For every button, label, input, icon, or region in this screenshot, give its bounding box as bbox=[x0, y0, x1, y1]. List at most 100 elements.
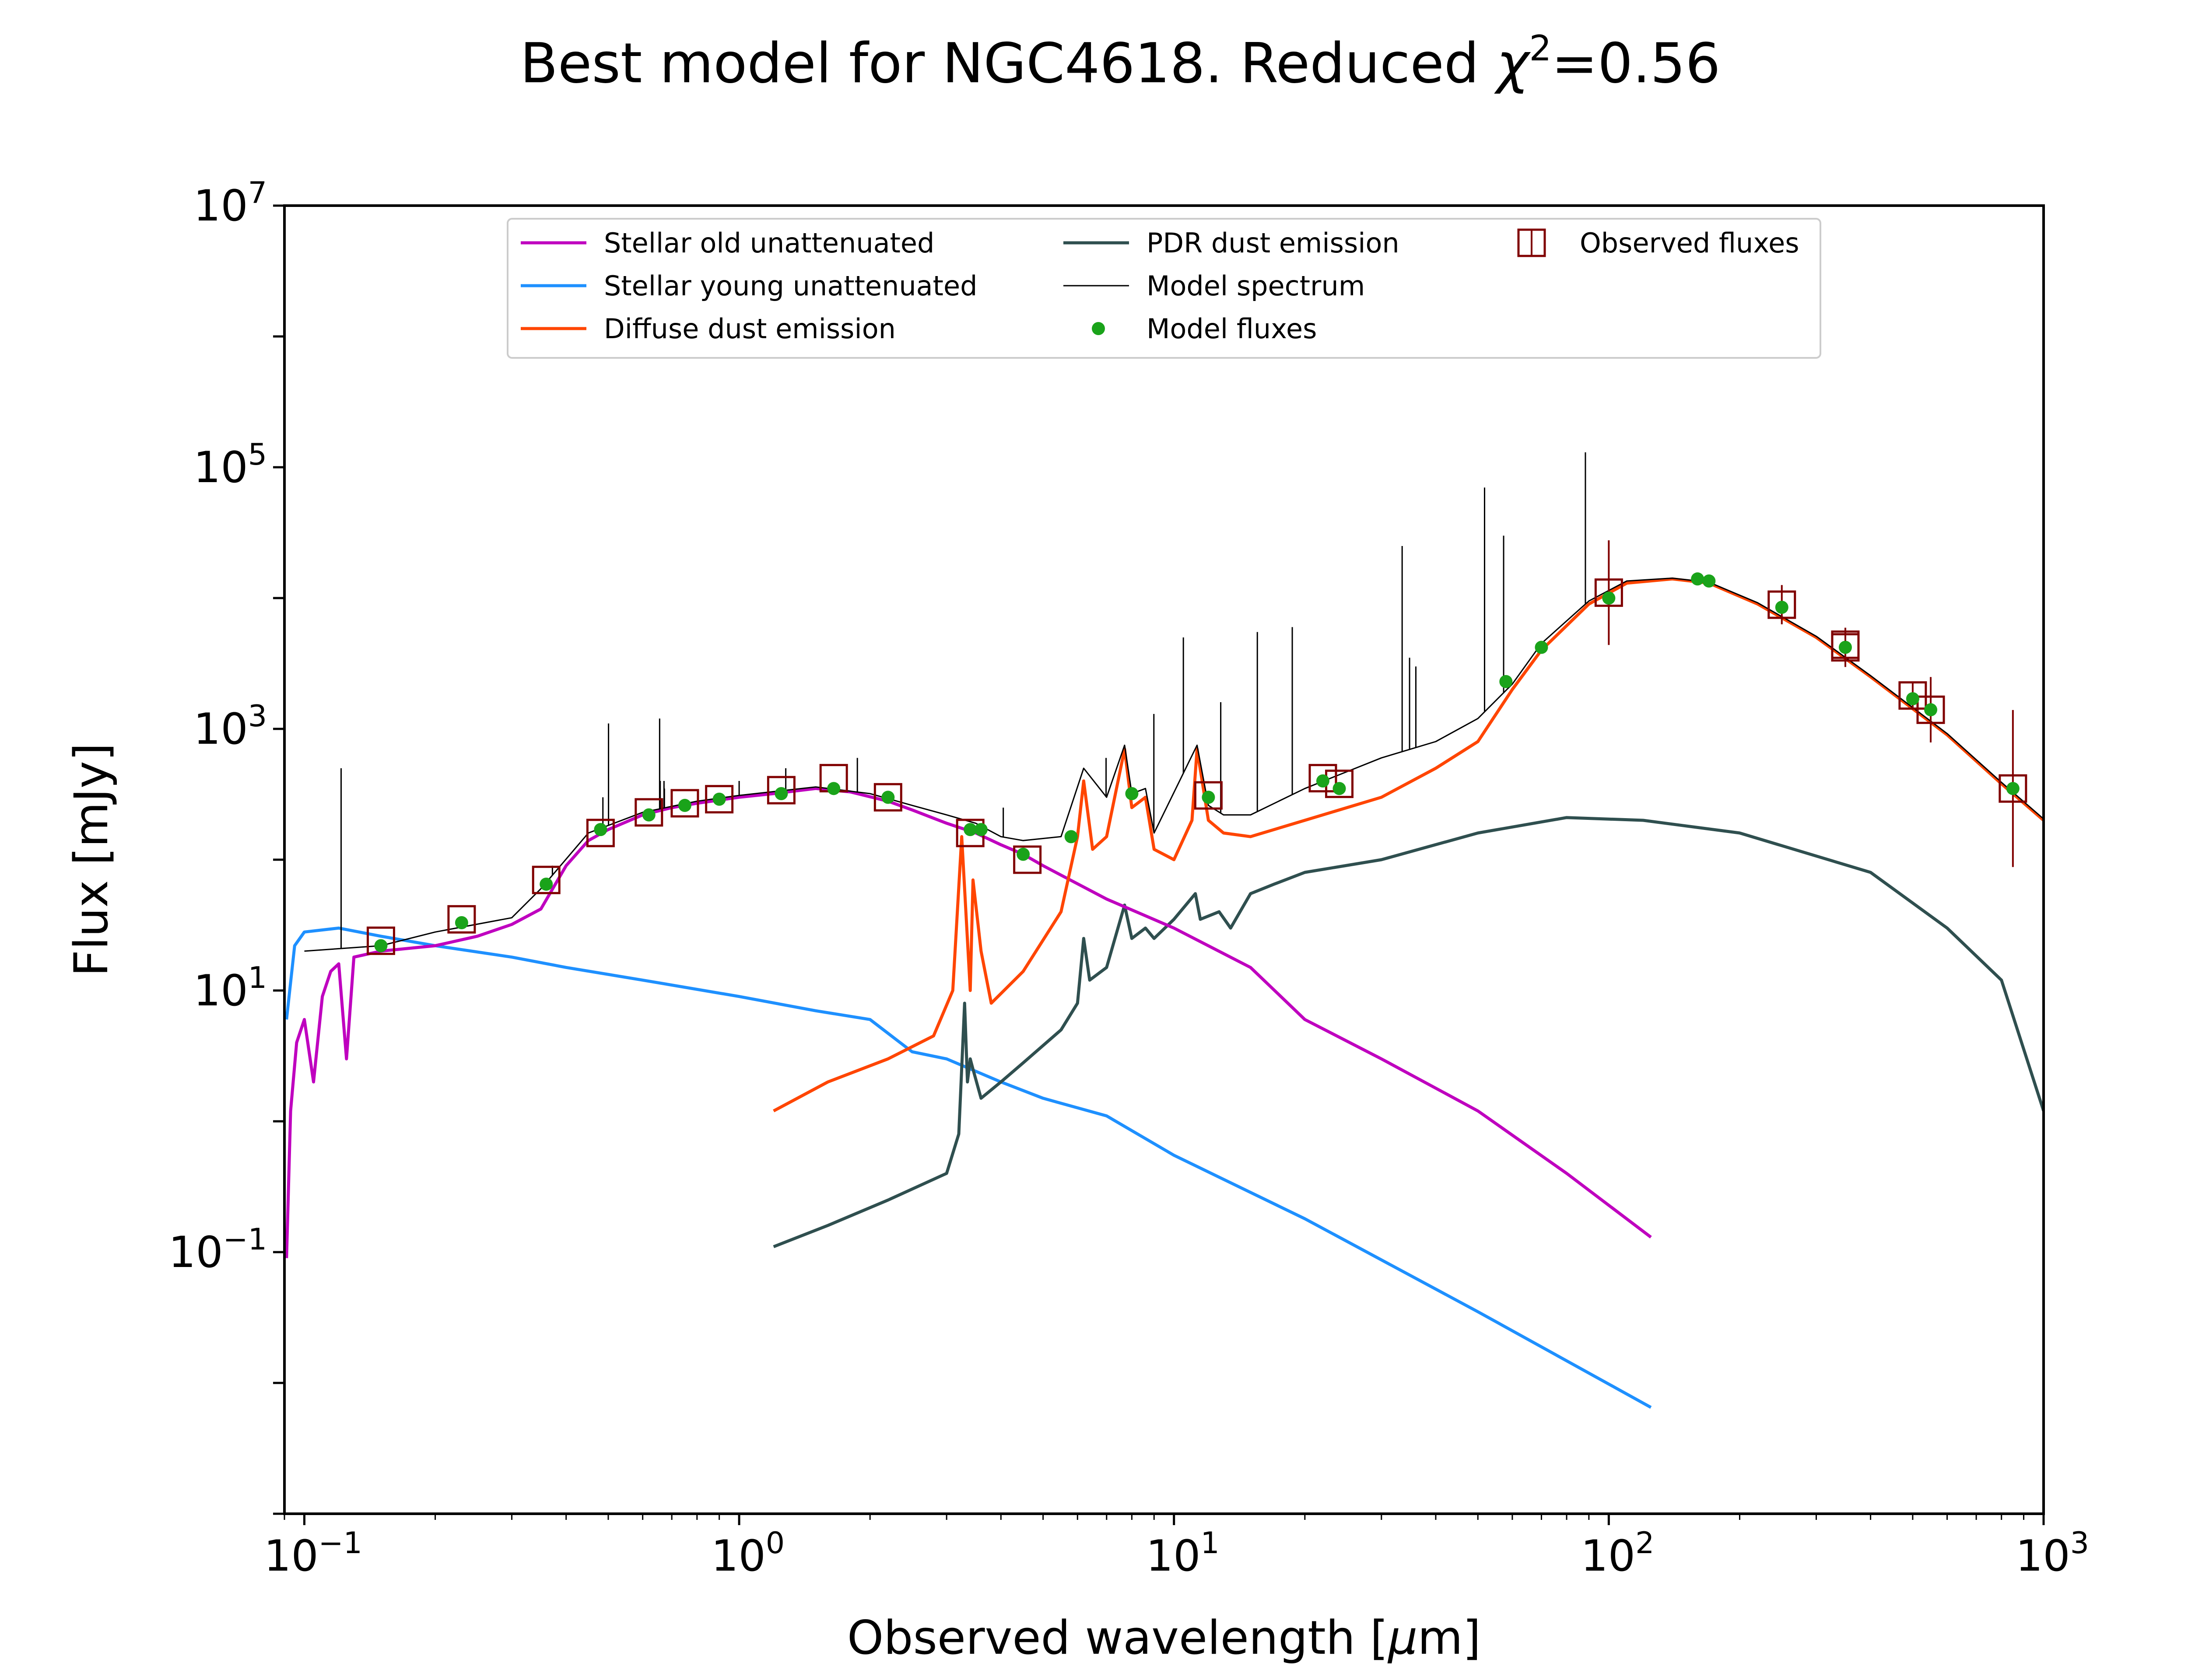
model-flux-point bbox=[678, 798, 691, 812]
legend-item-pdr-dust-emission: PDR dust emission bbox=[1063, 227, 1399, 259]
x-axis-label: Observed wavelength [μm] bbox=[847, 1611, 1481, 1665]
model-flux-point bbox=[1775, 601, 1788, 614]
observed-flux-point bbox=[1194, 781, 1223, 810]
x-tick-label: 100 bbox=[711, 1526, 785, 1581]
model-flux-point bbox=[712, 792, 726, 806]
observed-square bbox=[1999, 774, 2027, 803]
observed-flux-point bbox=[366, 926, 395, 955]
model-flux-point bbox=[1499, 675, 1513, 688]
observed-flux-point bbox=[705, 785, 734, 814]
model-flux-point bbox=[1017, 847, 1030, 861]
model-flux-point bbox=[827, 782, 841, 795]
legend-label: Diffuse dust emission bbox=[604, 313, 896, 345]
model-flux-point bbox=[1064, 830, 1078, 844]
legend-swatch bbox=[1092, 322, 1105, 335]
model-flux-point bbox=[374, 939, 388, 952]
x-axis-ticks: 10−1 100 101 102 103 bbox=[264, 1514, 2089, 1581]
model-flux-point bbox=[1924, 703, 1938, 717]
y-tick-label: 101 bbox=[193, 961, 267, 1016]
observed-square bbox=[1767, 590, 1796, 619]
xlabel-mu: μ bbox=[1387, 1611, 1417, 1665]
model-flux-point bbox=[455, 916, 468, 929]
model-flux-point bbox=[775, 787, 788, 800]
observed-flux-point bbox=[447, 905, 476, 934]
x-tick-label: 101 bbox=[1146, 1526, 1220, 1581]
model-flux-point bbox=[1906, 692, 1919, 706]
legend-item-stellar-young-unattenuated: Stellar young unattenuated bbox=[521, 270, 977, 302]
observed-flux-point bbox=[767, 776, 796, 805]
observed-square bbox=[1916, 695, 1945, 724]
legend-label: PDR dust emission bbox=[1147, 227, 1399, 259]
title-main: Best model for NGC4618. Reduced bbox=[520, 31, 1496, 95]
model-flux-point bbox=[2006, 782, 2020, 795]
model-flux-point bbox=[1838, 640, 1852, 654]
observed-square bbox=[1898, 681, 1927, 710]
model-flux-point bbox=[1691, 572, 1704, 586]
legend-item-model-fluxes: Model fluxes bbox=[1092, 313, 1317, 345]
observed-square bbox=[366, 926, 395, 955]
y-tick-label: 103 bbox=[193, 699, 267, 754]
observed-flux-point bbox=[670, 789, 699, 818]
y-tick-label: 107 bbox=[193, 176, 267, 231]
title-equals: =0.56 bbox=[1551, 31, 1720, 95]
legend-item-diffuse-dust-emission: Diffuse dust emission bbox=[521, 313, 896, 345]
observed-flux-point bbox=[873, 783, 902, 812]
title-chi: χ bbox=[1494, 31, 1531, 95]
y-axis-label: Flux [mJy] bbox=[64, 743, 118, 976]
observed-square bbox=[670, 789, 699, 818]
model-flux-point bbox=[1316, 774, 1329, 788]
model-flux-point bbox=[540, 877, 553, 891]
y-axis-ticks: 10−1 101 103 105 107 bbox=[168, 176, 284, 1515]
model-flux-point bbox=[1125, 787, 1139, 800]
legend-item-model-spectrum: Model spectrum bbox=[1063, 270, 1365, 302]
series-line-diffuse-dust-emission bbox=[773, 577, 2044, 1113]
legend-label: Model spectrum bbox=[1147, 270, 1365, 302]
legend-box bbox=[507, 218, 1821, 359]
legend-label: Observed fluxes bbox=[1580, 227, 1799, 259]
legend-item-stellar-old-unattenuated: Stellar old unattenuated bbox=[521, 227, 934, 259]
legend-label: Stellar old unattenuated bbox=[604, 227, 934, 259]
x-tick-label: 102 bbox=[1581, 1526, 1654, 1581]
model-flux-point bbox=[642, 808, 656, 822]
legend: Stellar old unattenuated Stellar young un… bbox=[507, 218, 1821, 359]
y-tick-label: 10−1 bbox=[168, 1222, 267, 1278]
observed-square bbox=[635, 798, 663, 827]
xlabel-pre: Observed wavelength [ bbox=[847, 1611, 1388, 1665]
title-exponent: 2 bbox=[1529, 28, 1552, 69]
model-flux-point bbox=[964, 823, 977, 836]
x-tick-label: 10−1 bbox=[264, 1526, 362, 1581]
model-flux-point bbox=[974, 823, 988, 836]
observed-square bbox=[447, 905, 476, 934]
observed-square bbox=[767, 776, 796, 805]
model-flux-point bbox=[594, 823, 607, 836]
observed-flux-point bbox=[532, 865, 561, 894]
legend-swatch bbox=[1517, 228, 1546, 257]
observed-square bbox=[873, 783, 902, 812]
observed-square bbox=[532, 865, 561, 894]
observed-flux-point bbox=[1308, 764, 1337, 793]
x-tick-label: 103 bbox=[2016, 1526, 2089, 1581]
model-flux-point bbox=[1535, 640, 1548, 654]
series-line-stellar-young-unattenuated bbox=[285, 926, 1652, 1409]
observed-square bbox=[1831, 630, 1860, 659]
chart-title: Best model for NGC4618. Reduced χ2=0.56 bbox=[520, 28, 1720, 95]
xlabel-post: m] bbox=[1418, 1611, 1481, 1665]
observed-flux-point bbox=[586, 819, 615, 847]
observed-flux-point bbox=[635, 798, 663, 827]
observed-square bbox=[586, 819, 615, 847]
legend-item-observed-fluxes: Observed fluxes bbox=[1517, 227, 1799, 259]
legend-label: Stellar young unattenuated bbox=[604, 270, 977, 302]
observed-flux-point bbox=[1013, 845, 1042, 874]
observed-flux-point bbox=[1831, 630, 1860, 659]
observed-square bbox=[1594, 578, 1623, 607]
y-tick-label: 105 bbox=[193, 438, 267, 493]
series-line-pdr-dust-emission bbox=[773, 816, 2044, 1248]
observed-square bbox=[705, 785, 734, 814]
observed-square bbox=[1194, 781, 1223, 810]
observed-square bbox=[1013, 845, 1042, 874]
legend-label: Model fluxes bbox=[1147, 313, 1317, 345]
model-flux-point bbox=[1602, 592, 1616, 605]
model-flux-point bbox=[1702, 574, 1716, 588]
marker-layer bbox=[366, 540, 2027, 955]
